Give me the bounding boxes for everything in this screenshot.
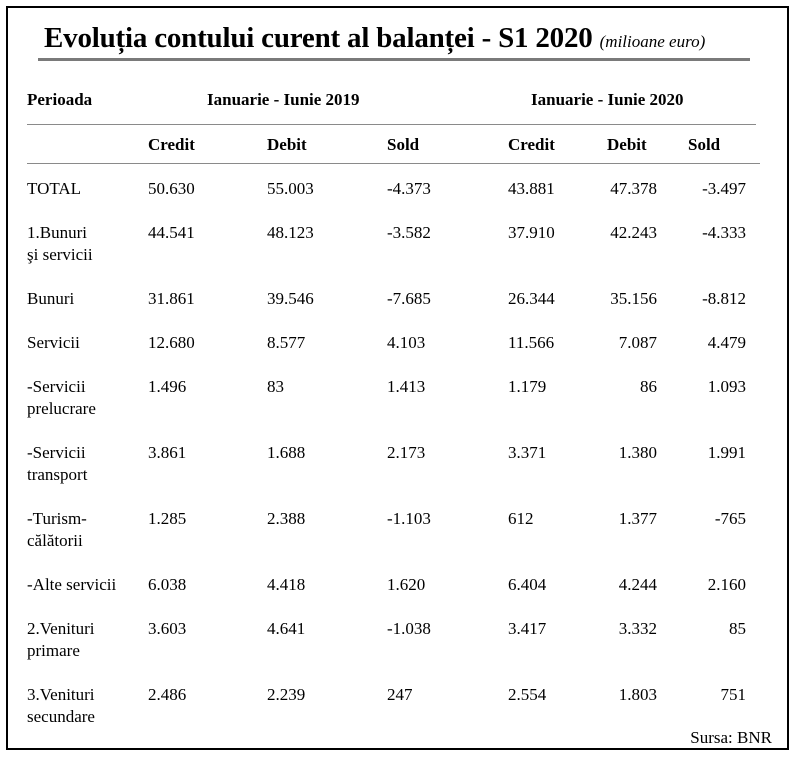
cell-sold-2019: -3.582: [387, 223, 431, 242]
cell-debit-2020: 35.156: [610, 289, 657, 308]
cell-sold-2019: 2.173: [387, 443, 426, 462]
cell-sold-2019: 1.413: [387, 377, 426, 396]
cell-credit-2020: 1.179: [508, 377, 547, 396]
row-label: TOTAL: [27, 179, 82, 198]
cell-sold-2020: -3.497: [702, 179, 746, 198]
col-debit-2019: Debit: [267, 135, 307, 154]
cell-debit-2019: 4.641: [267, 619, 306, 638]
col-debit-2020: Debit: [607, 135, 647, 154]
cell-credit-2020: 3.371: [508, 443, 547, 462]
cell-credit-2019: 12.680: [148, 333, 195, 352]
header-rule-bottom: [27, 163, 760, 164]
cell-credit-2019: 1.496: [148, 377, 187, 396]
row-label: -Servicii transport: [27, 443, 88, 484]
col-sold-2019: Sold: [387, 135, 420, 154]
cell-sold-2019: -1.103: [387, 509, 431, 528]
source-note: Sursa: BNR: [690, 728, 772, 747]
cell-debit-2019: 2.388: [267, 509, 306, 528]
cell-credit-2019: 50.630: [148, 179, 195, 198]
cell-sold-2019: -7.685: [387, 289, 431, 308]
header-rule-top: [27, 124, 756, 125]
cell-debit-2020: 47.378: [610, 179, 657, 198]
cell-debit-2019: 55.003: [267, 179, 314, 198]
cell-sold-2019: -1.038: [387, 619, 431, 638]
period-label: Perioada: [27, 90, 93, 109]
cell-credit-2020: 11.566: [508, 333, 555, 352]
col-credit-2019: Credit: [148, 135, 195, 154]
cell-sold-2020: 85: [729, 619, 746, 638]
cell-debit-2019: 83: [267, 377, 284, 396]
row-label: Servicii: [27, 333, 80, 352]
cell-debit-2020: 4.244: [618, 575, 657, 594]
cell-credit-2020: 26.344: [508, 289, 555, 308]
cell-debit-2020: 7.087: [618, 333, 657, 352]
cell-debit-2019: 39.546: [267, 289, 314, 308]
cell-credit-2020: 3.417: [508, 619, 547, 638]
row-label: 3.Venituri secundare: [27, 685, 95, 726]
cell-sold-2020: -765: [714, 509, 746, 528]
cell-credit-2019: 1.285: [148, 509, 187, 528]
cell-debit-2019: 1.688: [267, 443, 306, 462]
cell-debit-2020: 42.243: [610, 223, 657, 242]
cell-credit-2019: 2.486: [148, 685, 187, 704]
cell-sold-2020: 1.093: [707, 377, 746, 396]
cell-sold-2019: 1.620: [387, 575, 426, 594]
cell-credit-2019: 31.861: [148, 289, 195, 308]
cell-sold-2020: 2.160: [707, 575, 746, 594]
col-credit-2020: Credit: [508, 135, 555, 154]
title-underline: [38, 58, 750, 61]
row-label: 2.Venituri primare: [27, 619, 95, 660]
cell-debit-2020: 3.332: [618, 619, 657, 638]
page-title: Evoluția contului curent al balanței - S…: [44, 22, 706, 54]
period-2020-header: Ianuarie - Iunie 2020: [531, 90, 684, 109]
row-label: -Alte servicii: [27, 575, 117, 594]
cell-debit-2020: 86: [640, 377, 657, 396]
cell-debit-2020: 1.380: [618, 443, 657, 462]
cell-credit-2020: 43.881: [508, 179, 555, 198]
cell-sold-2019: 4.103: [387, 333, 426, 352]
cell-sold-2020: 1.991: [707, 443, 746, 462]
cell-debit-2019: 4.418: [267, 575, 306, 594]
cell-sold-2020: -4.333: [702, 223, 746, 242]
cell-credit-2020: 37.910: [508, 223, 555, 242]
row-label: Bunuri: [27, 289, 75, 308]
table-frame: [6, 6, 789, 750]
cell-credit-2020: 6.404: [508, 575, 547, 594]
cell-debit-2020: 1.377: [618, 509, 657, 528]
cell-credit-2019: 3.603: [148, 619, 187, 638]
cell-credit-2019: 6.038: [148, 575, 187, 594]
row-label: -Servicii prelucrare: [27, 377, 96, 418]
col-sold-2020: Sold: [688, 135, 721, 154]
cell-debit-2019: 8.577: [267, 333, 306, 352]
cell-credit-2019: 3.861: [148, 443, 187, 462]
cell-sold-2019: -4.373: [387, 179, 431, 198]
cell-credit-2020: 612: [508, 509, 534, 528]
row-label: -Turism- călătorii: [27, 509, 87, 550]
cell-sold-2020: 4.479: [707, 333, 746, 352]
cell-credit-2019: 44.541: [148, 223, 195, 242]
unit-note: (milioane euro): [599, 32, 706, 51]
period-2019-header: Ianuarie - Iunie 2019: [207, 90, 360, 109]
cell-sold-2020: -8.812: [702, 289, 746, 308]
cell-sold-2019: 247: [387, 685, 413, 704]
cell-credit-2020: 2.554: [508, 685, 547, 704]
cell-debit-2019: 2.239: [267, 685, 306, 704]
cell-sold-2020: 751: [720, 685, 747, 704]
cell-debit-2019: 48.123: [267, 223, 314, 242]
cell-debit-2020: 1.803: [618, 685, 657, 704]
row-label: 1.Bunuri şi servicii: [27, 223, 93, 264]
title-block: Evoluția contului curent al balanței - S…: [44, 22, 750, 55]
